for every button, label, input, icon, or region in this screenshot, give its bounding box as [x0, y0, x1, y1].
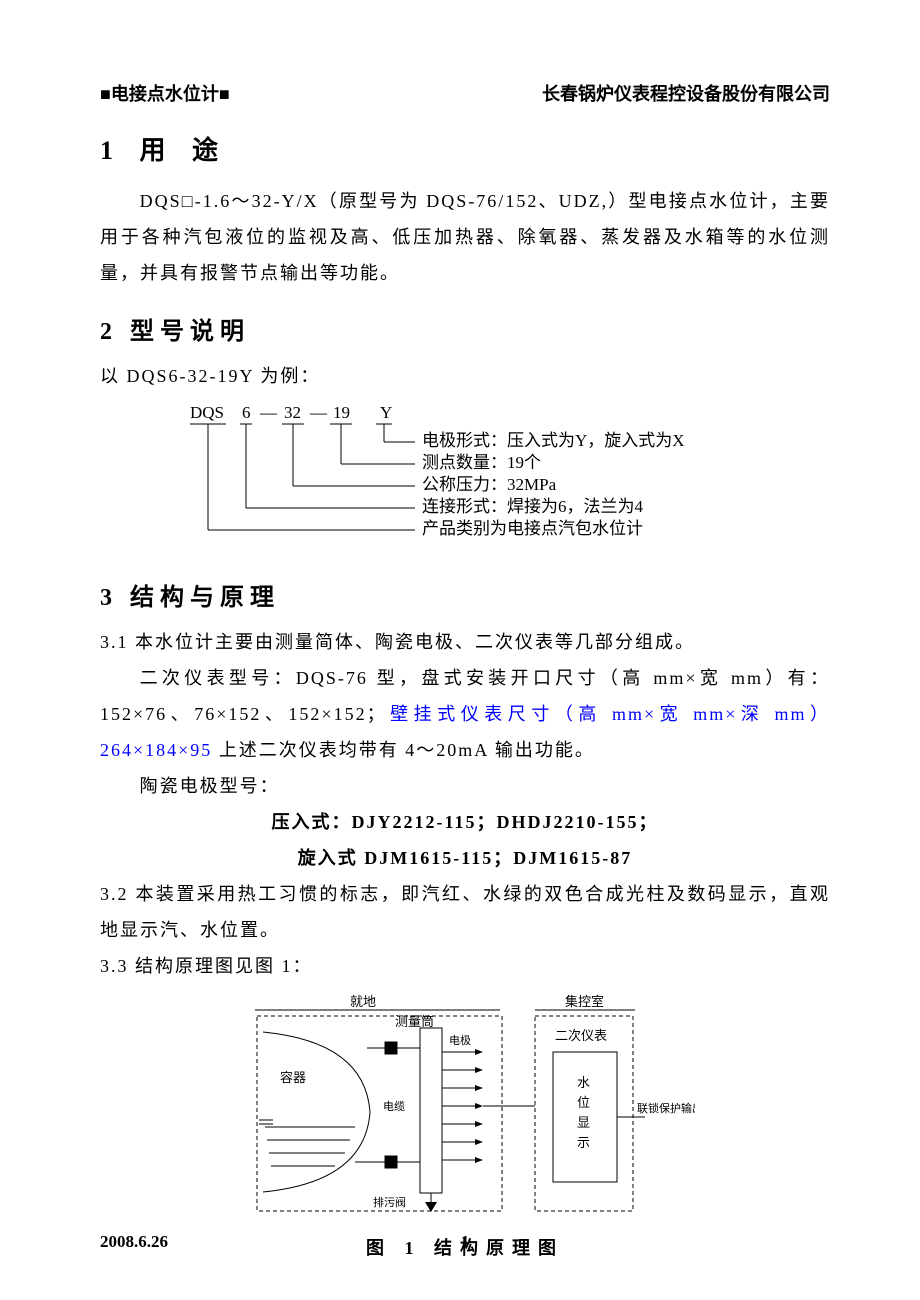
- model-breakdown-svg: DQS 6 — 32 — 19 Y 电极形式：压入式为Y，旋入式为X 测点数量：…: [190, 402, 790, 557]
- svg-text:电极形式：压入式为Y，旋入式为X: 电极形式：压入式为Y，旋入式为X: [422, 431, 685, 450]
- p-3-3: 3.3 结构原理图见图 1：: [100, 948, 830, 984]
- section-2-title: 2 型号说明: [100, 311, 830, 346]
- svg-text:32: 32: [284, 403, 301, 422]
- svg-text:电缆: 电缆: [383, 1100, 405, 1113]
- p-3-1b: 二次仪表型号：DQS-76 型，盘式安装开口尺寸（高 mm×宽 mm）有：152…: [100, 660, 830, 768]
- svg-text:—: —: [309, 403, 328, 422]
- header-left: ■电接点水位计■: [100, 80, 230, 106]
- svg-text:示: 示: [577, 1135, 590, 1150]
- svg-text:二次仪表: 二次仪表: [555, 1028, 607, 1043]
- p-rotate-in: 旋入式 DJM1615-115；DJM1615-87: [100, 840, 830, 876]
- svg-text:排污阀: 排污阀: [373, 1195, 406, 1209]
- model-diagram: DQS 6 — 32 — 19 Y 电极形式：压入式为Y，旋入式为X 测点数量：…: [100, 402, 830, 557]
- svg-text:联锁保护输出: 联锁保护输出: [637, 1101, 695, 1115]
- svg-text:—: —: [259, 403, 278, 422]
- structure-diagram: 就地 集控室 容器 测量筒: [100, 992, 830, 1222]
- svg-text:容器: 容器: [280, 1070, 306, 1085]
- section-2-intro: 以 DQS6-32-19Y 为例：: [100, 358, 830, 394]
- svg-text:位: 位: [577, 1095, 590, 1110]
- svg-text:电极: 电极: [449, 1033, 471, 1047]
- svg-text:测量筒: 测量筒: [395, 1014, 434, 1029]
- svg-text:测点数量：19个: 测点数量：19个: [422, 453, 541, 472]
- p-ceramic: 陶瓷电极型号：: [100, 768, 830, 804]
- section-1-para: DQS□-1.6～32-Y/X（原型号为 DQS-76/152、UDZ,）型电接…: [100, 183, 830, 291]
- structure-svg: 就地 集控室 容器 测量筒: [235, 992, 695, 1222]
- svg-text:水: 水: [577, 1075, 590, 1090]
- svg-text:6: 6: [242, 403, 251, 422]
- svg-text:产品类别为电接点汽包水位计: 产品类别为电接点汽包水位计: [422, 519, 643, 538]
- p-3-1: 3.1 本水位计主要由测量简体、陶瓷电极、二次仪表等几部分组成。: [100, 624, 830, 660]
- svg-text:就地: 就地: [350, 994, 376, 1009]
- svg-text:Y: Y: [380, 403, 392, 422]
- svg-text:公称压力：32MPa: 公称压力：32MPa: [422, 475, 557, 494]
- page-header: ■电接点水位计■ 长春锅炉仪表程控设备股份有限公司: [100, 80, 830, 106]
- footer-page: 1: [461, 1232, 470, 1252]
- svg-text:集控室: 集控室: [565, 994, 604, 1009]
- p-press-in: 压入式：DJY2212-115；DHDJ2210-155；: [100, 804, 830, 840]
- svg-text:DQS: DQS: [190, 403, 224, 422]
- p-3-1b-c: 上述二次仪表均带有 4～20mA 输出功能。: [219, 740, 595, 760]
- svg-text:连接形式：焊接为6，法兰为4: 连接形式：焊接为6，法兰为4: [422, 497, 643, 516]
- section-3-title: 3 结构与原理: [100, 577, 830, 612]
- svg-text:19: 19: [333, 403, 350, 422]
- header-right: 长春锅炉仪表程控设备股份有限公司: [542, 80, 830, 106]
- section-1-title: 1 用 途: [100, 130, 830, 167]
- page-footer: 2008.6.26 1: [100, 1232, 830, 1252]
- footer-date: 2008.6.26: [100, 1232, 168, 1252]
- svg-text:显: 显: [577, 1115, 590, 1130]
- p-3-2: 3.2 本装置采用热工习惯的标志，即汽红、水绿的双色合成光柱及数码显示，直观地显…: [100, 876, 830, 948]
